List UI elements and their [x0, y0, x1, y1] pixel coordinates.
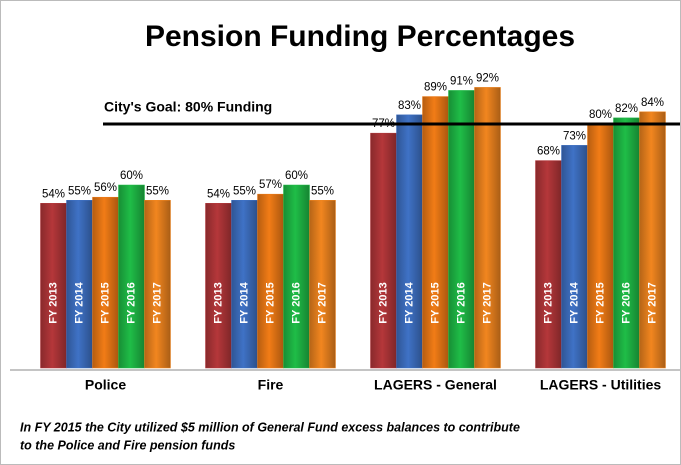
bar-series-label: FY 2015 — [594, 282, 606, 323]
goal-label: City's Goal: 80% Funding — [104, 99, 272, 115]
bar-series-label: FY 2017 — [151, 282, 163, 323]
data-label: 55% — [233, 185, 256, 197]
bar — [283, 184, 310, 369]
footnote: to the Police and Fire pension funds — [20, 438, 235, 452]
bar — [448, 90, 475, 369]
bar-series-label: FY 2016 — [455, 282, 467, 323]
data-label: 89% — [424, 82, 447, 94]
bar — [639, 111, 666, 369]
data-label: 84% — [641, 97, 664, 109]
x-tick-label: LAGERS - General — [374, 377, 497, 393]
bar-series-label: FY 2014 — [403, 281, 415, 323]
bar — [370, 132, 397, 369]
bar — [257, 193, 284, 369]
data-label: 60% — [285, 170, 308, 182]
bar — [231, 200, 258, 369]
bar-series-label: FY 2013 — [212, 282, 224, 323]
bar — [118, 184, 145, 369]
bar-series-label: FY 2015 — [429, 282, 441, 323]
bar — [66, 200, 93, 369]
data-label: 57% — [259, 179, 282, 191]
data-label: 56% — [94, 182, 117, 194]
bar-series-label: FY 2014 — [238, 281, 250, 323]
bar-series-label: FY 2016 — [125, 282, 137, 323]
bar — [40, 203, 67, 369]
bar-series-label: FY 2013 — [542, 282, 554, 323]
bar-series-label: FY 2015 — [99, 282, 111, 323]
chart-title: Pension Funding Percentages — [145, 20, 575, 53]
bar — [613, 117, 640, 369]
data-label: 55% — [68, 185, 91, 197]
bar — [205, 203, 232, 369]
data-label: 68% — [537, 146, 560, 158]
bar-series-label: FY 2014 — [568, 281, 580, 323]
data-label: 82% — [615, 103, 638, 115]
footnote: In FY 2015 the City utilized $5 million … — [20, 420, 520, 434]
bar — [396, 114, 423, 369]
x-tick-label: Fire — [258, 377, 284, 393]
bar-series-label: FY 2017 — [316, 282, 328, 323]
bar-series-label: FY 2014 — [73, 281, 85, 323]
bar — [144, 200, 171, 369]
data-label: 91% — [450, 75, 473, 87]
bar — [561, 145, 588, 369]
bar-series-label: FY 2016 — [620, 282, 632, 323]
bar-series-label: FY 2015 — [264, 282, 276, 323]
data-label: 55% — [311, 185, 334, 197]
data-label: 73% — [563, 130, 586, 142]
bar — [422, 96, 449, 369]
x-tick-label: LAGERS - Utilities — [540, 377, 662, 393]
bar — [474, 87, 501, 369]
bar-series-label: FY 2013 — [377, 282, 389, 323]
bar-series-label: FY 2013 — [47, 282, 59, 323]
bar — [92, 196, 119, 369]
bar — [535, 160, 562, 369]
x-tick-label: Police — [85, 377, 126, 393]
data-label: 80% — [589, 109, 612, 121]
bar-series-label: FY 2017 — [646, 282, 658, 323]
data-label: 54% — [42, 188, 65, 200]
data-label: 60% — [120, 170, 143, 182]
bar — [587, 123, 614, 369]
bar — [309, 200, 336, 369]
data-label: 92% — [476, 72, 499, 84]
data-label: 54% — [207, 188, 230, 200]
bar-series-label: FY 2016 — [290, 282, 302, 323]
bar-series-label: FY 2017 — [481, 282, 493, 323]
data-label: 55% — [146, 185, 169, 197]
data-label: 83% — [398, 100, 421, 112]
